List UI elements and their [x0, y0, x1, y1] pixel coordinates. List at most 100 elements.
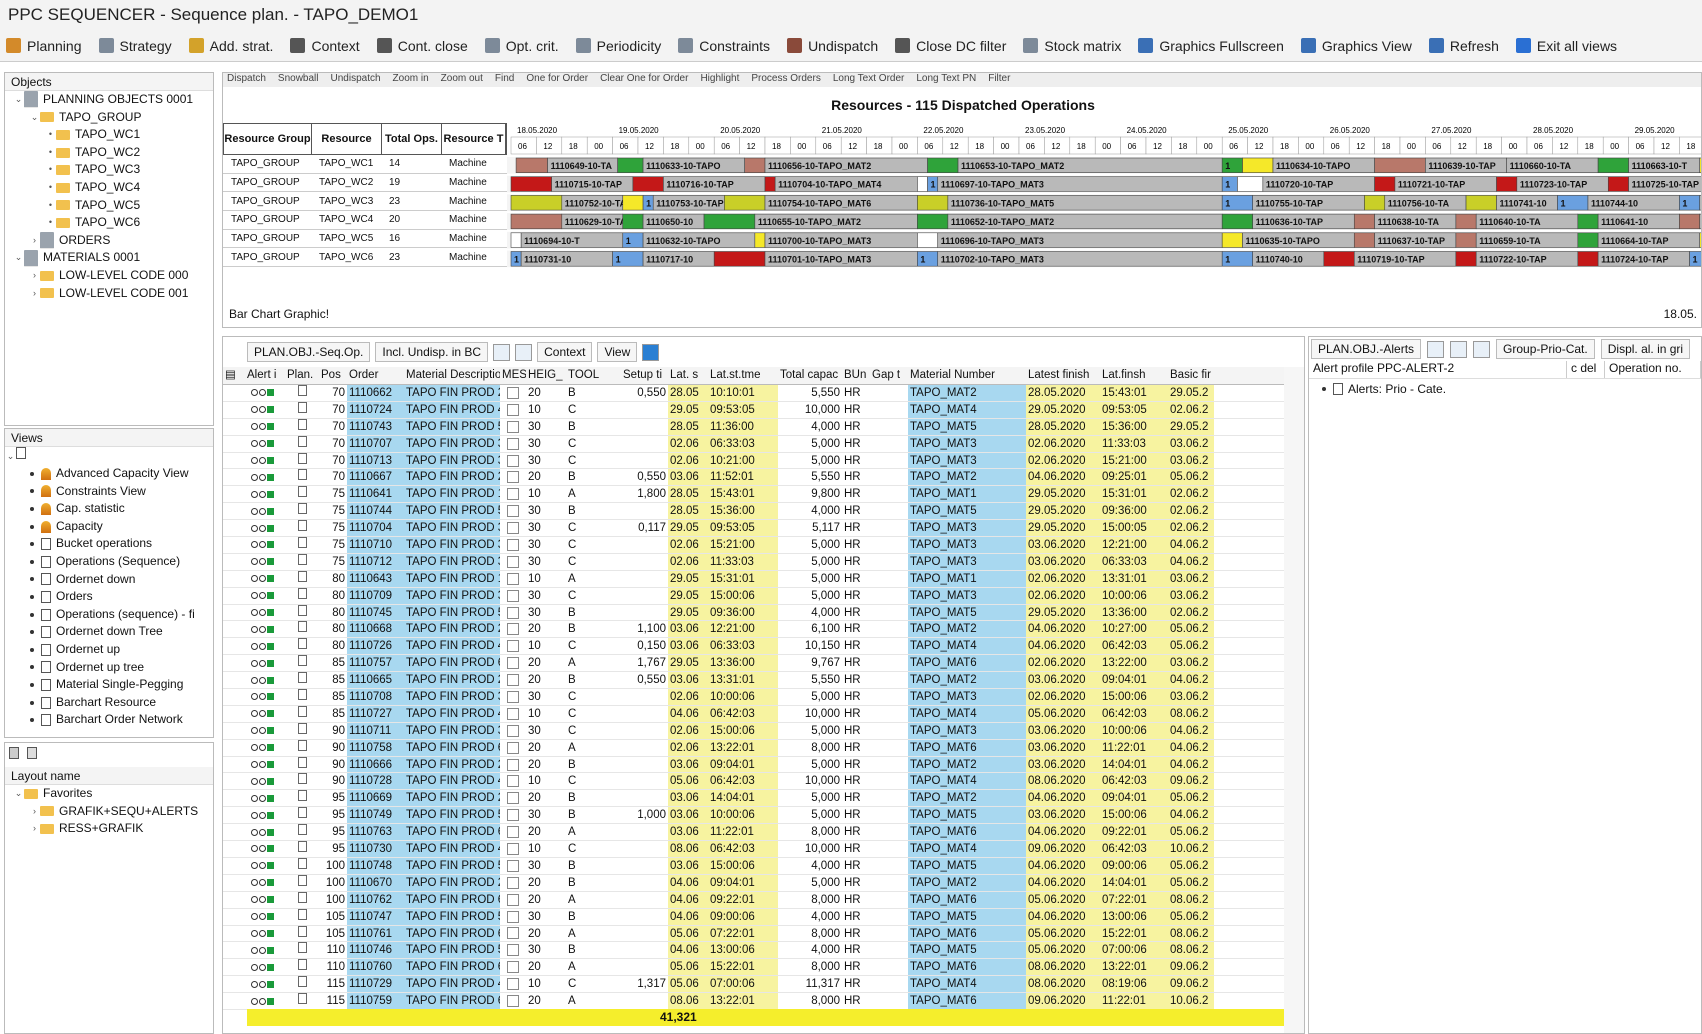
sequence-column-header[interactable]: Plan.	[287, 369, 314, 381]
table-row[interactable]: 90 1110666 TAPO FIN PROD 2 20 B 03.06 09:04:01…	[223, 756, 1284, 774]
mes-checkbox[interactable]	[507, 758, 519, 771]
table-row[interactable]: 70 1110724 TAPO FIN PROD 4 10 C 29.05 09:53:05…	[223, 401, 1284, 419]
toolbar-button-1[interactable]: Strategy	[98, 38, 172, 54]
bullet-icon[interactable]: •	[48, 199, 53, 210]
plan-icon[interactable]	[297, 976, 307, 988]
plan-icon[interactable]	[297, 486, 307, 498]
plan-icon[interactable]	[297, 537, 307, 549]
gantt-bar[interactable]	[1699, 232, 1702, 248]
plan-icon[interactable]	[297, 570, 307, 582]
chevron-down-icon[interactable]	[1450, 340, 1468, 358]
sequence-column-header[interactable]: Lat.finsh	[1102, 369, 1146, 381]
table-row[interactable]: 100 1110670 TAPO FIN PROD 2 20 B 04.06 09:04:0…	[223, 874, 1284, 892]
sequence-column-header[interactable]: MES	[502, 369, 526, 381]
plan-icon[interactable]	[297, 418, 307, 430]
gantt-resource-row[interactable]: TAPO_GROUP TAPO_WC4 20 Machine	[223, 211, 507, 230]
plan-icon[interactable]	[297, 925, 307, 937]
bullet-icon[interactable]: •	[48, 146, 53, 157]
gantt-toolbar-button[interactable]: One for Order	[526, 73, 589, 84]
table-row[interactable]: 75 1110710 TAPO FIN PROD 3 30 C 02.06 15:21:00…	[223, 537, 1284, 554]
tree-node[interactable]: • TAPO_WC2	[5, 144, 213, 162]
sequence-column-header[interactable]: Pos	[321, 369, 341, 381]
hierarchy-icon[interactable]	[1473, 340, 1491, 358]
toolbar-button-10[interactable]: Stock matrix	[1023, 38, 1121, 54]
gantt-bar[interactable]	[917, 213, 949, 230]
gantt-toolbar-button[interactable]: Long Text Order	[832, 73, 905, 84]
plan-icon[interactable]	[297, 469, 307, 481]
plan-icon[interactable]	[297, 385, 307, 396]
sequence-column-header[interactable]: HEIG_	[528, 369, 563, 381]
view-item[interactable]: Orders	[5, 588, 213, 606]
plan-icon[interactable]	[297, 722, 307, 734]
gantt-bar[interactable]	[1221, 213, 1253, 230]
alerts-tree-item[interactable]: Alerts: Prio - Cate.	[1309, 379, 1701, 399]
plan-icon[interactable]	[297, 503, 307, 515]
gantt-toolbar-button[interactable]: Process Orders	[751, 73, 821, 84]
sequence-toolbar-button[interactable]: PLAN.OBJ.-Seq.Op.	[247, 342, 371, 362]
mes-checkbox[interactable]	[507, 589, 519, 602]
mes-checkbox[interactable]	[507, 522, 519, 535]
mes-checkbox[interactable]	[507, 961, 519, 974]
mes-checkbox[interactable]	[507, 437, 519, 450]
gantt-bar[interactable]	[764, 176, 776, 192]
refresh-icon[interactable]	[515, 343, 533, 361]
gantt-bar[interactable]	[1353, 213, 1375, 230]
gantt-bar[interactable]	[510, 232, 522, 248]
tree-node[interactable]: › LOW-LEVEL CODE 001	[5, 285, 213, 303]
chevron-down-icon[interactable]: ⌄	[14, 94, 23, 104]
tree-node[interactable]: › LOW-LEVEL CODE 000	[5, 267, 213, 285]
gantt-bar[interactable]	[1242, 157, 1274, 173]
tree-node[interactable]: ⌄ TAPO_GROUP	[5, 109, 213, 127]
table-row[interactable]: 85 1110708 TAPO FIN PROD 3 30 C 02.06 10:00:06…	[223, 689, 1284, 706]
mes-checkbox[interactable]	[507, 876, 519, 889]
toolbar-button-5[interactable]: Opt. crit.	[484, 38, 559, 54]
gantt-bar[interactable]	[1496, 176, 1518, 192]
toolbar-button-14[interactable]: Exit all views	[1515, 38, 1617, 54]
gantt-bar[interactable]	[510, 213, 563, 230]
toolbar-button-3[interactable]: Context	[290, 38, 360, 54]
gantt-bar[interactable]	[1455, 213, 1477, 230]
plan-icon[interactable]	[297, 824, 307, 836]
plan-icon[interactable]	[297, 705, 307, 717]
table-row[interactable]: 75 1110641 TAPO FIN PROD 1 10 A 1,800 28.05 15:…	[223, 486, 1284, 504]
plan-icon[interactable]	[297, 908, 307, 920]
tree-node[interactable]: • TAPO_WC1	[5, 126, 213, 144]
table-row[interactable]: 70 1110743 TAPO FIN PROD 5 30 B 28.05 11:36:00…	[223, 418, 1284, 436]
mes-checkbox[interactable]	[507, 403, 519, 416]
plan-icon[interactable]	[297, 655, 307, 667]
table-row[interactable]: 85 1110665 TAPO FIN PROD 2 20 B 0,550 03.06 13:…	[223, 672, 1284, 690]
mes-checkbox[interactable]	[507, 707, 519, 720]
gantt-bar[interactable]	[754, 232, 766, 248]
gantt-bar[interactable]	[515, 157, 548, 173]
toolbar-button-2[interactable]: Add. strat.	[188, 38, 273, 54]
chevron-down-icon[interactable]: ⌄	[14, 252, 23, 263]
gantt-bar[interactable]	[510, 176, 552, 192]
gantt-resource-row[interactable]: TAPO_GROUP TAPO_WC5 16 Machine	[223, 230, 507, 249]
gantt-column-header[interactable]: Total Ops.	[382, 124, 442, 154]
table-row[interactable]: 105 1110747 TAPO FIN PROD 5 30 B 04.06 09:00:0…	[223, 908, 1284, 926]
view-item[interactable]: Barchart Order Network	[5, 711, 213, 729]
gantt-resource-row[interactable]: TAPO_GROUP TAPO_WC6 23 Machine	[223, 248, 507, 268]
mes-checkbox[interactable]	[507, 724, 519, 737]
table-row[interactable]: 95 1110669 TAPO FIN PROD 2 20 B 03.06 14:04:01…	[223, 790, 1284, 808]
save-icon[interactable]	[9, 747, 19, 759]
table-row[interactable]: 80 1110726 TAPO FIN PROD 4 10 C 0,150 03.06 06:…	[223, 638, 1284, 656]
toolbar-button-8[interactable]: Undispatch	[787, 38, 878, 54]
gantt-bar[interactable]	[622, 213, 644, 230]
view-item[interactable]: Capacity	[5, 518, 213, 536]
mes-checkbox[interactable]	[507, 505, 519, 518]
mes-checkbox[interactable]	[507, 454, 519, 467]
plan-icon[interactable]	[297, 874, 307, 886]
plan-icon[interactable]	[297, 587, 307, 599]
plan-icon[interactable]	[297, 401, 307, 413]
grid-icon[interactable]	[493, 343, 511, 361]
table-row[interactable]: 70 1110667 TAPO FIN PROD 2 20 B 0,550 03.06 11:…	[223, 469, 1284, 487]
gantt-bar[interactable]	[1465, 195, 1497, 211]
gantt-toolbar-button[interactable]: Highlight	[700, 73, 740, 84]
gantt-bar[interactable]	[1628, 176, 1702, 192]
table-row[interactable]: 85 1110727 TAPO FIN PROD 4 10 C 04.06 06:42:03…	[223, 705, 1284, 723]
tree-node[interactable]: • TAPO_WC3	[5, 161, 213, 179]
mes-checkbox[interactable]	[507, 657, 519, 670]
mes-checkbox[interactable]	[507, 893, 519, 906]
gantt-bar[interactable]	[713, 251, 766, 267]
